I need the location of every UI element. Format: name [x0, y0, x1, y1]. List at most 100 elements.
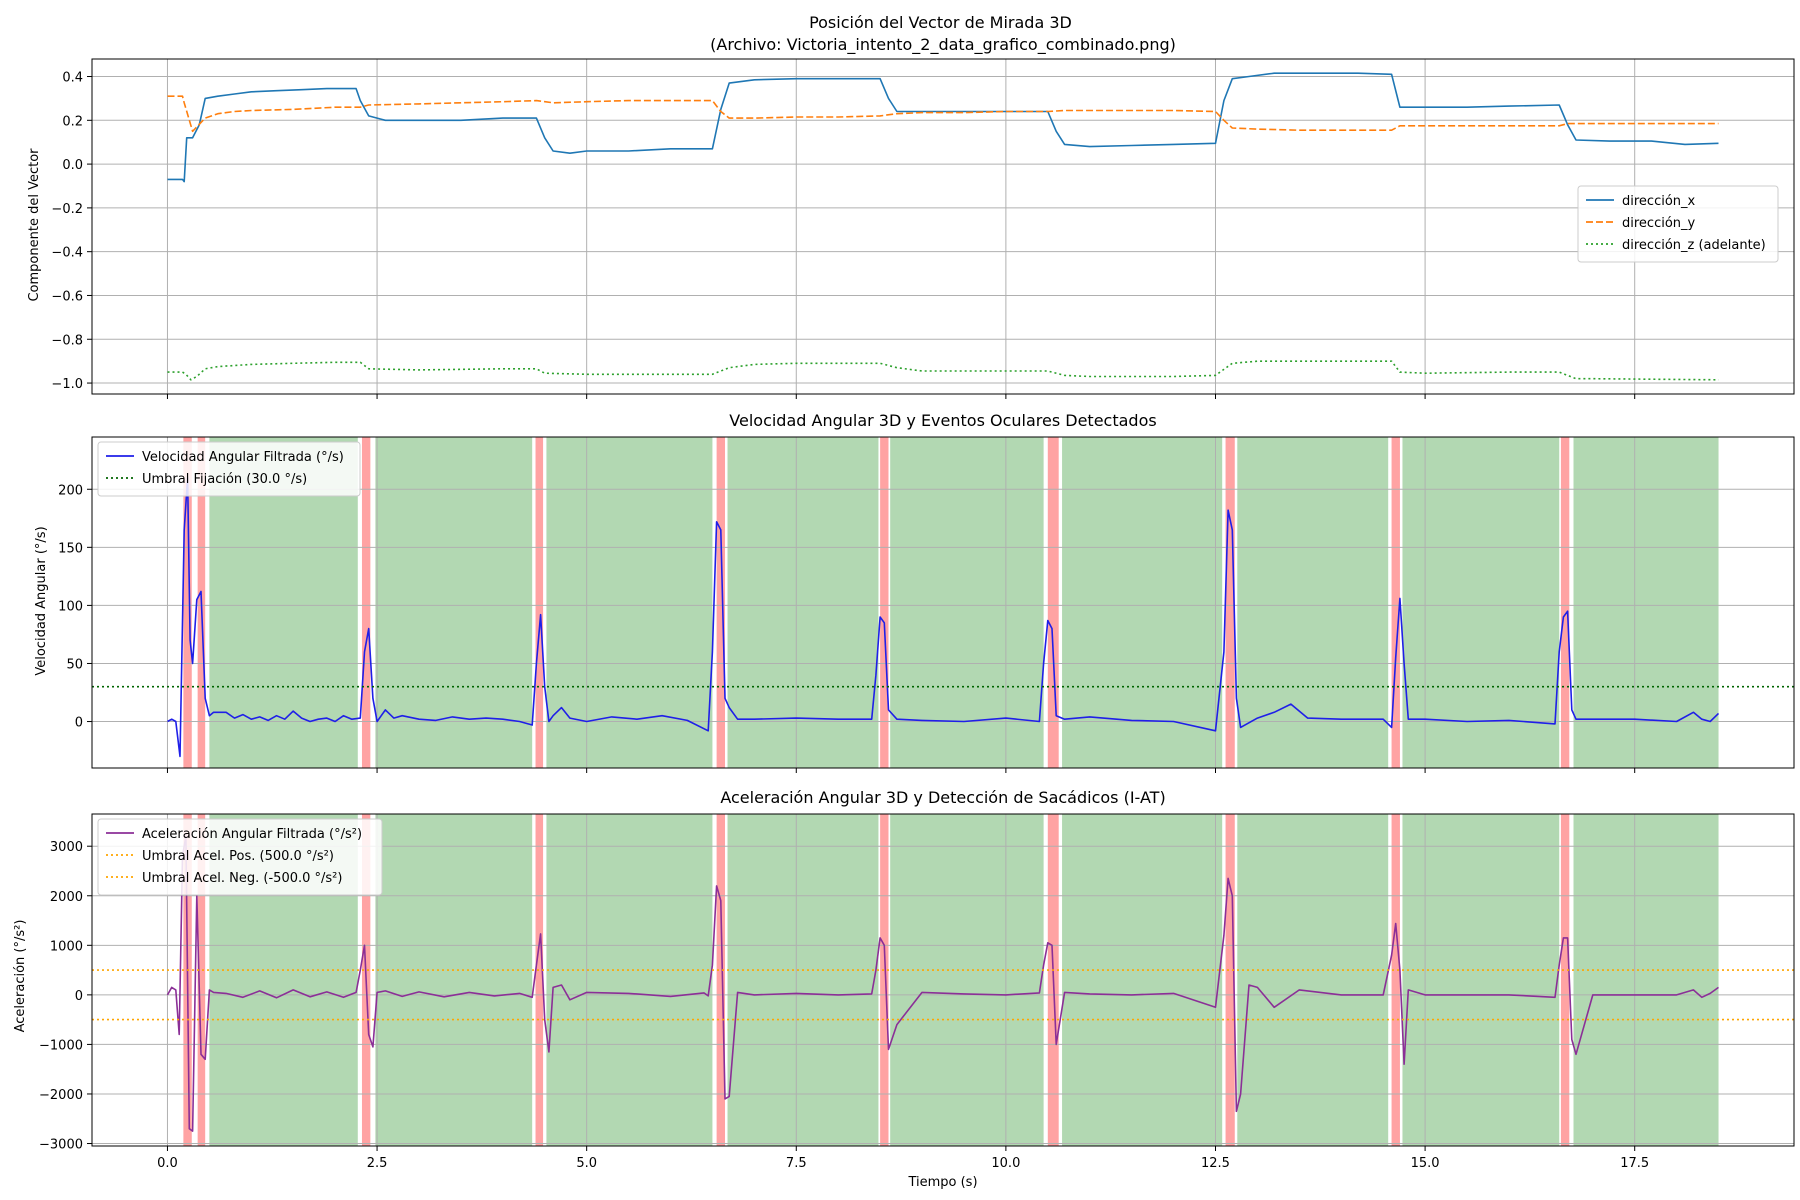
legend-label: Umbral Fijación (30.0 °/s): [142, 472, 307, 487]
series-group: [92, 835, 1794, 1132]
x-tick-label: 17.5: [1620, 1156, 1649, 1171]
saccade-span: [716, 814, 726, 1146]
y-tick-label: −2000: [39, 1088, 83, 1103]
x-tick-label: 7.5: [786, 1156, 807, 1171]
saccade-span: [1225, 437, 1235, 768]
fixation-span: [890, 437, 1044, 768]
saccade-span: [1225, 814, 1235, 1146]
y-tick-label: −0.8: [51, 333, 83, 348]
ticks: 0 50 100 150 200: [58, 483, 1636, 773]
gaze-position-panel: Posición del Vector de Mirada 3D (Archiv…: [27, 13, 1795, 399]
plot-area: 0.0 2.5 5.0 7.5 10.0 12.5 15.0 17.5 3000 2000 1000…: [39, 813, 1795, 1171]
saccade-span: [535, 437, 544, 768]
y-tick-label: 0.2: [62, 114, 83, 129]
fixation-span: [375, 437, 533, 768]
y-tick-label: 200: [58, 483, 83, 498]
series-group: [167, 72, 1719, 381]
x-tick-label: 10.0: [991, 1156, 1020, 1171]
fixation-span: [1573, 814, 1719, 1146]
fixation-span: [1237, 814, 1389, 1146]
x-tick-label: 15.0: [1411, 1156, 1440, 1171]
angular-acceleration-panel: Aceleración Angular 3D y Detección de Sa…: [13, 788, 1795, 1190]
legend: dirección_x dirección_y dirección_z (adela…: [1577, 185, 1779, 263]
saccade-span: [361, 437, 371, 768]
event-spans: [183, 814, 1719, 1146]
y-tick-label: 50: [66, 657, 83, 672]
axes-frame: [91, 58, 1795, 395]
saccade-span: [197, 814, 206, 1146]
y-axis-label: Aceleración (°/s²): [13, 920, 28, 1033]
y-tick-label: 150: [58, 541, 83, 556]
legend-label: Umbral Acel. Neg. (-500.0 °/s²): [142, 871, 342, 886]
y-axis-label: Componente del Vector: [27, 148, 42, 302]
saccade-span: [716, 437, 726, 768]
fixation-span: [1402, 437, 1560, 768]
event-spans: [183, 437, 1719, 768]
x-tick-label: 2.5: [367, 1156, 388, 1171]
legend-label: dirección_z (adelante): [1622, 238, 1766, 253]
fixation-span: [1062, 814, 1223, 1146]
fixation-span: [727, 437, 879, 768]
saccade-span: [1391, 437, 1400, 768]
legend-label: Umbral Acel. Pos. (500.0 °/s²): [142, 849, 334, 864]
grid: [92, 59, 1794, 394]
y-tick-label: 2000: [50, 890, 83, 905]
legend-label: Velocidad Angular Filtrada (°/s): [142, 450, 344, 465]
saccade-span: [535, 814, 544, 1146]
saccade-span: [1047, 437, 1059, 768]
series-line: [167, 360, 1719, 381]
y-tick-label: −3000: [39, 1138, 83, 1153]
x-axis-label: Tiempo (s): [907, 1175, 977, 1190]
panel-title-line-1: Posición del Vector de Mirada 3D: [809, 13, 1072, 32]
saccade-span: [1391, 814, 1400, 1146]
axes-frame: [91, 436, 1795, 769]
y-tick-label: −1.0: [51, 377, 83, 392]
series-line: [167, 72, 1719, 183]
fixation-span: [1402, 814, 1560, 1146]
x-tick-label: 5.0: [576, 1156, 597, 1171]
y-tick-label: −0.2: [51, 202, 83, 217]
y-axis-label: Velocidad Angular (°/s): [34, 526, 49, 675]
y-tick-label: −0.6: [51, 289, 83, 304]
y-tick-label: 3000: [50, 840, 83, 855]
fixation-span: [1573, 437, 1719, 768]
fixation-span: [375, 814, 533, 1146]
y-tick-label: −0.4: [51, 246, 83, 261]
y-tick-label: 0.0: [62, 158, 83, 173]
y-tick-label: 0: [75, 989, 83, 1004]
series-line: [166, 835, 1719, 1132]
fixation-span: [546, 814, 713, 1146]
y-tick-label: 0.4: [62, 71, 83, 86]
fixation-span: [727, 814, 879, 1146]
plot-area: 0 50 100 150 200 Velocidad Angular Filtrada (…: [58, 436, 1795, 773]
angular-velocity-panel: Velocidad Angular 3D y Eventos Oculares …: [34, 411, 1795, 773]
legend-label: Aceleración Angular Filtrada (°/s²): [142, 827, 362, 842]
legend-box: [97, 818, 383, 896]
panel-title-line-2: (Archivo: Victoria_intento_2_data_grafic…: [710, 35, 1176, 55]
fixation-span: [1062, 437, 1223, 768]
panel-title: Aceleración Angular 3D y Detección de Sa…: [720, 788, 1165, 807]
x-tick-label: 12.5: [1201, 1156, 1230, 1171]
fixation-span: [1237, 437, 1389, 768]
legend-label: dirección_x: [1622, 194, 1696, 209]
fixation-span: [890, 814, 1044, 1146]
y-tick-label: 1000: [50, 939, 83, 954]
ticks: 0.0 2.5 5.0 7.5 10.0 12.5 15.0 17.5 3000 2000 1000…: [39, 840, 1649, 1171]
panel-title: Posición del Vector de Mirada 3D (Archiv…: [710, 13, 1176, 55]
series-line: [167, 476, 1720, 758]
y-tick-label: 100: [58, 599, 83, 614]
saccade-span: [1560, 814, 1570, 1146]
series-line: [167, 95, 1719, 133]
saccade-span: [880, 814, 889, 1146]
saccade-span: [1560, 437, 1570, 768]
legend-label: dirección_y: [1622, 216, 1696, 231]
legend-box: [1577, 185, 1779, 263]
x-tick-label: 0.0: [157, 1156, 178, 1171]
series-group: [92, 476, 1794, 758]
legend: Velocidad Angular Filtrada (°/s) Umbral F…: [97, 441, 361, 497]
y-tick-label: 0: [75, 716, 83, 731]
ticks: 0.4 0.2 0.0 −0.2 −0.4 −0.6 −0.8 −1.0: [51, 71, 1636, 399]
legend: Aceleración Angular Filtrada (°/s²) Umbra…: [97, 818, 383, 896]
plot-area: 0.4 0.2 0.0 −0.2 −0.4 −0.6 −0.8 −1.0 dirección_x…: [51, 58, 1795, 399]
